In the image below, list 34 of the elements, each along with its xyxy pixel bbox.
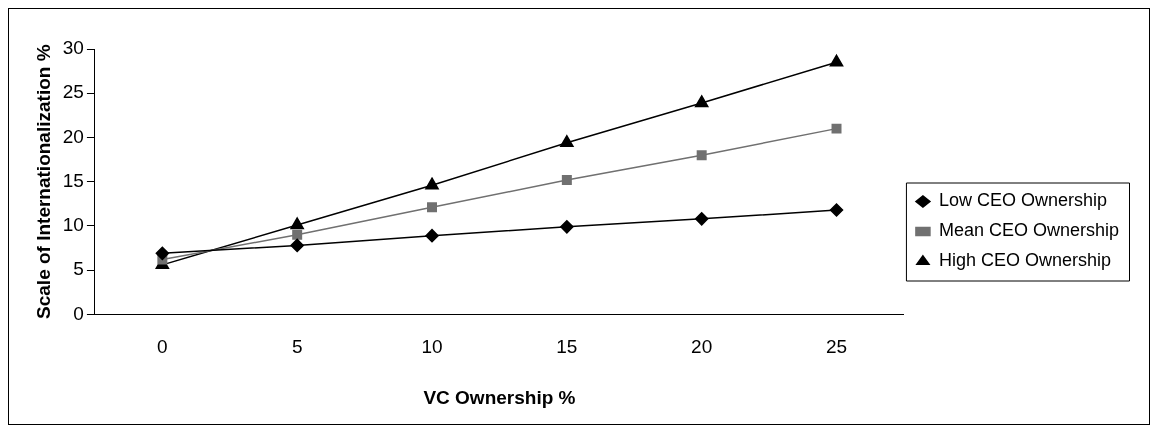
point — [694, 95, 709, 108]
point — [561, 174, 572, 185]
y-tick-label: 15 — [62, 169, 84, 191]
x-axis-title: VC Ownership % — [423, 386, 576, 408]
x-tick-label: 20 — [691, 336, 713, 358]
y-tick-label: 10 — [62, 214, 84, 236]
point — [829, 54, 844, 67]
y-tick-label: 5 — [73, 258, 84, 280]
x-tick-label: 15 — [556, 336, 578, 358]
legend-label: High CEO Ownership — [938, 250, 1112, 271]
point — [290, 217, 304, 230]
y-axis-title: Scale of Internationalization % — [32, 44, 54, 319]
point — [831, 123, 842, 134]
y-tick-label: 25 — [62, 81, 84, 103]
x-tick-label: 5 — [291, 336, 303, 358]
point — [292, 229, 303, 240]
point — [425, 228, 439, 243]
point — [829, 203, 844, 217]
point — [560, 220, 574, 234]
y-tick-label: 30 — [62, 37, 84, 59]
legend-label: Mean CEO Ownership — [938, 220, 1120, 241]
y-tick-label: 20 — [62, 125, 84, 147]
y-tick-label: 0 — [73, 302, 84, 324]
x-tick-label: 10 — [421, 336, 443, 358]
point — [427, 202, 438, 213]
x-tick-label: 25 — [825, 336, 848, 358]
point — [560, 135, 574, 148]
point — [694, 212, 709, 226]
point — [155, 246, 170, 261]
legend-label: Low CEO Ownership — [938, 190, 1108, 211]
point — [290, 238, 304, 253]
point — [425, 177, 439, 190]
x-tick-label: 0 — [157, 336, 168, 358]
point — [696, 150, 707, 161]
